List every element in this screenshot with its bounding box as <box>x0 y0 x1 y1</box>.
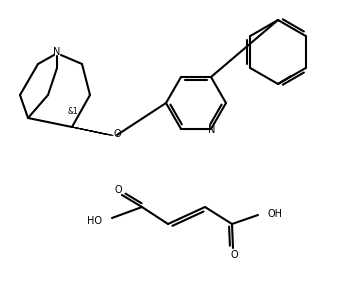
Text: N: N <box>208 125 216 135</box>
Text: N: N <box>53 47 61 57</box>
Text: O: O <box>114 185 122 195</box>
Text: O: O <box>230 250 238 260</box>
Text: OH: OH <box>267 209 282 219</box>
Text: HO: HO <box>87 216 102 226</box>
Text: O: O <box>113 129 121 139</box>
Text: &1: &1 <box>68 107 79 117</box>
